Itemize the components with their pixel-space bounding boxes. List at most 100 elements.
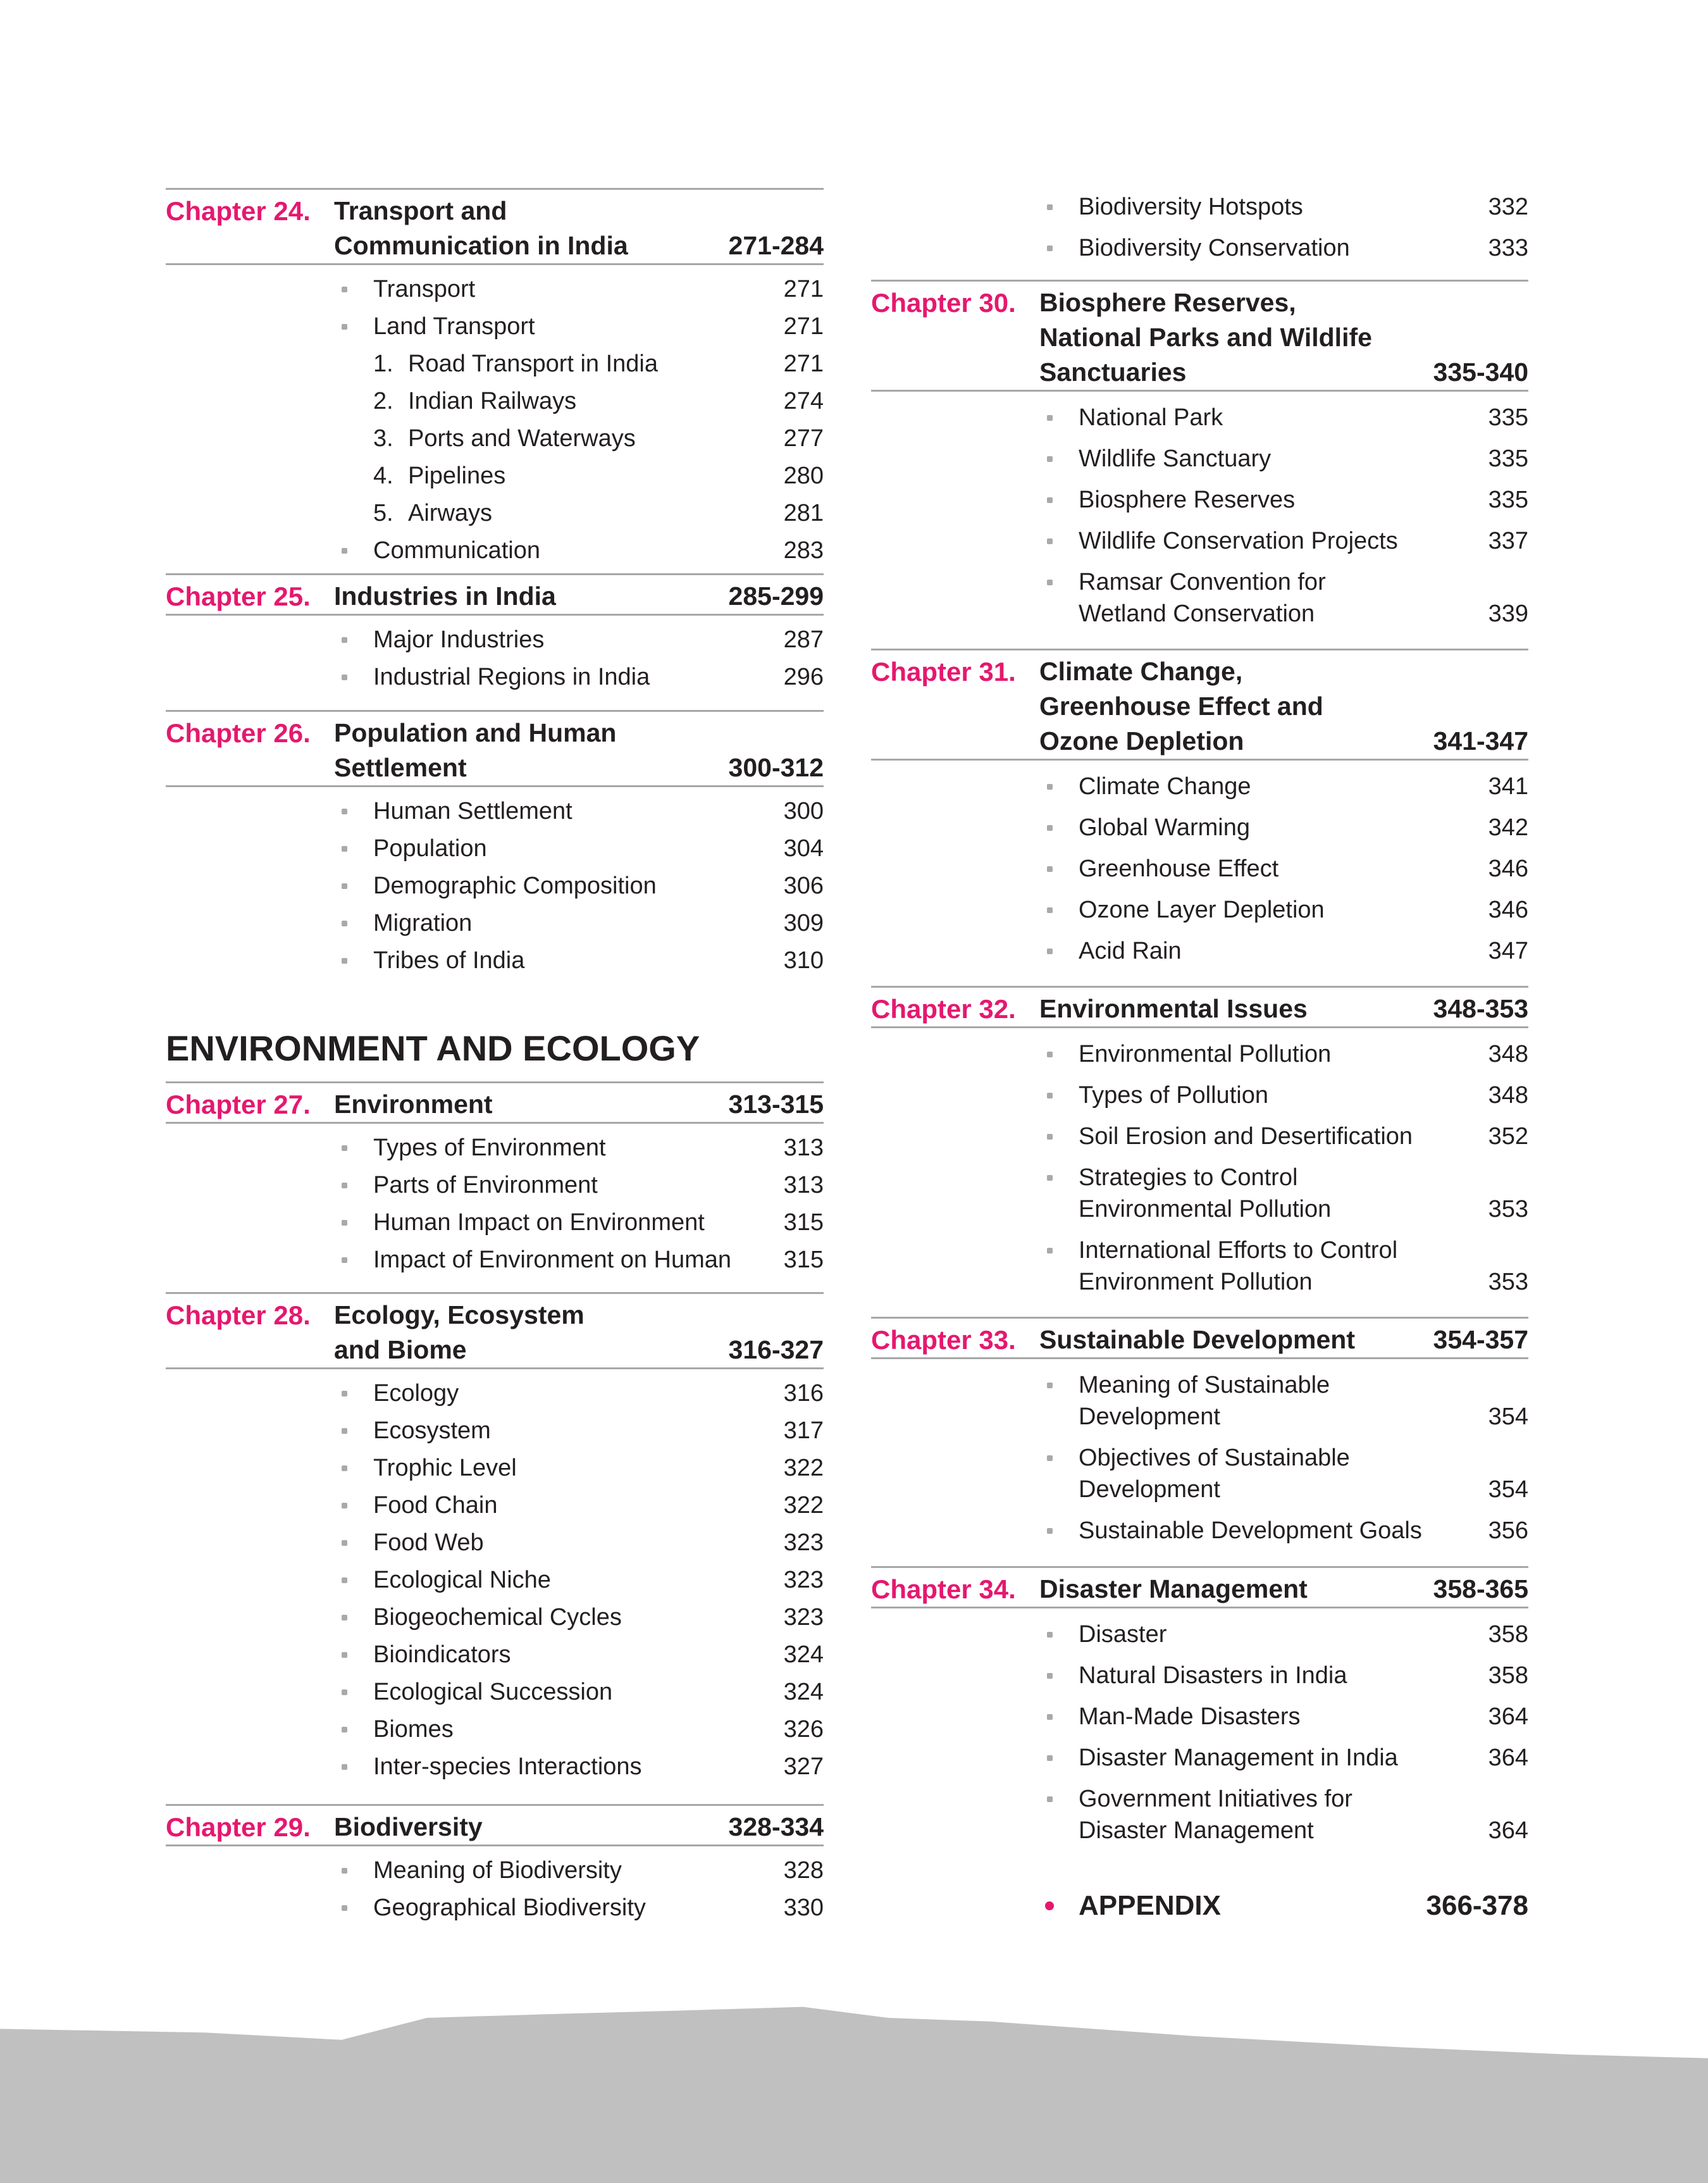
topic-item[interactable]: Natural Disasters in India 358 [871,1655,1528,1696]
topic-title: Tribes of India [373,945,784,976]
topic-item[interactable]: 3. Ports and Waterways 277 [166,420,824,457]
bullet-icon [1047,1247,1053,1253]
topic-item[interactable]: Ramsar Convention for Wetland Conservatio… [871,561,1528,634]
chapter-block: Chapter 28. Ecology, Ecosystem and Biome 31… [166,1292,824,1785]
topic-item[interactable]: Food Chain 322 [166,1486,824,1524]
chapter-heading[interactable]: Chapter 25. Industries in India 285-299 [166,573,824,616]
topic-title: Types of Pollution [1079,1079,1488,1111]
bullet-icon [342,883,347,889]
topic-title: Ecological Succession [373,1676,784,1708]
topic-item[interactable]: Acid Rain 347 [871,930,1528,971]
chapter-heading[interactable]: Chapter 28. Ecology, Ecosystem and Biome 31… [166,1292,824,1369]
topic-item[interactable]: Population 304 [166,830,824,867]
bullet-icon [1047,948,1053,954]
chapter-title-line: Ozone Depletion [1039,726,1244,756]
chapter-page-range: 354-357 [1433,1325,1528,1354]
topic-item[interactable]: Communication 283 [166,532,824,569]
bullet-icon [1047,783,1053,790]
topic-item[interactable]: Major Industries 287 [166,621,824,658]
topic-item[interactable]: Government Initiatives for Disaster Manag… [871,1778,1528,1851]
topic-page-number: 364 [1488,1744,1528,1771]
chapter-heading[interactable]: Chapter 27. Environment 313-315 [166,1081,824,1124]
chapter-heading[interactable]: Chapter 32. Environmental Issues 348-353 [871,986,1528,1028]
chapter-title-line: Disaster Management [1039,1574,1308,1603]
topic-title-line: Land Transport [373,313,535,340]
chapter-heading[interactable]: Chapter 34. Disaster Management 358-365 [871,1566,1528,1608]
topic-item[interactable]: Geographical Biodiversity 330 [166,1889,824,1926]
chapter-heading[interactable]: Chapter 33. Sustainable Development 354-35… [871,1317,1528,1359]
topic-title-line: Government Initiatives for [1079,1785,1352,1812]
topic-item[interactable]: Greenhouse Effect 346 [871,848,1528,889]
appendix-entry[interactable]: APPENDIX 366-378 [871,1889,1528,1923]
topic-item[interactable]: Bioindicators 324 [166,1636,824,1673]
topic-page-number: 330 [783,1894,824,1921]
topic-item[interactable]: Types of Environment 313 [166,1129,824,1166]
topic-item[interactable]: Disaster Management in India 364 [871,1737,1528,1778]
topic-item[interactable]: Human Settlement 300 [166,792,824,830]
topic-item[interactable]: Inter-species Interactions 327 [166,1748,824,1785]
topic-item[interactable]: Biomes 326 [166,1710,824,1748]
chapter-heading[interactable]: Chapter 24. Transport and Communication in… [166,188,824,265]
topic-item[interactable]: 2. Indian Railways 274 [166,382,824,420]
topic-item[interactable]: Migration 309 [166,904,824,942]
topic-item[interactable]: Biosphere Reserves 335 [871,479,1528,520]
topic-title-line: Ozone Layer Depletion [1079,896,1325,923]
topic-item[interactable]: Biodiversity Hotspots 332 [871,186,1528,227]
chapter-page-range: 316-327 [728,1335,824,1364]
topic-item[interactable]: Soil Erosion and Desertification 352 [871,1116,1528,1157]
topic-title-line: Ecological Niche [373,1566,551,1593]
topic-item[interactable]: Sustainable Development Goals 356 [871,1510,1528,1551]
topic-item[interactable]: Ecological Succession 324 [166,1673,824,1710]
topic-item[interactable]: Demographic Composition 306 [166,867,824,904]
topic-item[interactable]: Meaning of Sustainable Development 354 [871,1364,1528,1437]
topic-item[interactable]: Man-Made Disasters 364 [871,1696,1528,1737]
topic-item[interactable]: Food Web 323 [166,1524,824,1561]
topic-item[interactable]: Ecology 316 [166,1374,824,1412]
topic-item[interactable]: 5. Airways 281 [166,494,824,532]
topic-item[interactable]: Wildlife Conservation Projects 337 [871,520,1528,561]
bullet-icon [342,637,347,643]
topic-item[interactable]: Global Warming 342 [871,807,1528,848]
topic-item[interactable]: Ecosystem 317 [166,1412,824,1449]
topic-page-number: 271 [783,275,824,302]
topic-list: Major Industries 287 Industrial Regions in… [166,616,824,695]
topic-item[interactable]: Environmental Pollution 348 [871,1033,1528,1074]
topic-item[interactable]: Ozone Layer Depletion 346 [871,889,1528,930]
topic-item[interactable]: National Park 335 [871,397,1528,438]
topic-title-line: Disaster Management in India [1079,1744,1398,1771]
chapter-title-line: Ecology, Ecosystem [334,1300,585,1329]
topic-item[interactable]: Ecological Niche 323 [166,1561,824,1598]
topic-item[interactable]: Industrial Regions in India 296 [166,658,824,695]
topic-item[interactable]: Strategies to Control Environmental Pollu… [871,1157,1528,1229]
topic-item[interactable]: 1. Road Transport in India 271 [166,345,824,382]
topic-item[interactable]: Trophic Level 322 [166,1449,824,1486]
topic-item[interactable]: Objectives of Sustainable Development 354 [871,1437,1528,1510]
topic-item[interactable]: Land Transport 271 [166,308,824,345]
topic-title: Geographical Biodiversity [373,1892,784,1924]
topic-page-number: 328 [783,1856,824,1884]
chapter-heading[interactable]: Chapter 29. Biodiversity 328-334 [166,1804,824,1846]
topic-item[interactable]: Biodiversity Conservation 333 [871,227,1528,268]
topic-title: Man-Made Disasters [1079,1701,1488,1732]
topic-item[interactable]: International Efforts to Control Environm… [871,1229,1528,1302]
topic-item[interactable]: Climate Change 341 [871,766,1528,807]
topic-item[interactable]: Transport 271 [166,270,824,308]
topic-item[interactable]: Types of Pollution 348 [871,1074,1528,1116]
topic-title-line: Development [1079,1476,1220,1503]
topic-item[interactable]: Tribes of India 310 [166,942,824,979]
topic-item[interactable]: Parts of Environment 313 [166,1166,824,1203]
chapter-heading[interactable]: Chapter 30. Biosphere Reserves, National P… [871,280,1528,392]
topic-item[interactable]: Human Impact on Environment 315 [166,1203,824,1241]
chapter-heading[interactable]: Chapter 26. Population and Human Settlemen… [166,710,824,787]
topic-item[interactable]: Biogeochemical Cycles 323 [166,1598,824,1636]
topic-title: Communication [373,535,784,566]
topic-title-line: Soil Erosion and Desertification [1079,1123,1413,1150]
topic-item[interactable]: Wildlife Sanctuary 335 [871,438,1528,479]
topic-item[interactable]: 4. Pipelines 280 [166,457,824,494]
topic-item[interactable]: Meaning of Biodiversity 328 [166,1851,824,1889]
chapter-heading[interactable]: Chapter 31. Climate Change, Greenhouse Eff… [871,649,1528,761]
chapter-title: Population and Human Settlement [334,716,719,785]
topic-item[interactable]: Impact of Environment on Human 315 [166,1241,824,1278]
topic-page-number: 364 [1488,1703,1528,1730]
topic-item[interactable]: Disaster 358 [871,1614,1528,1655]
